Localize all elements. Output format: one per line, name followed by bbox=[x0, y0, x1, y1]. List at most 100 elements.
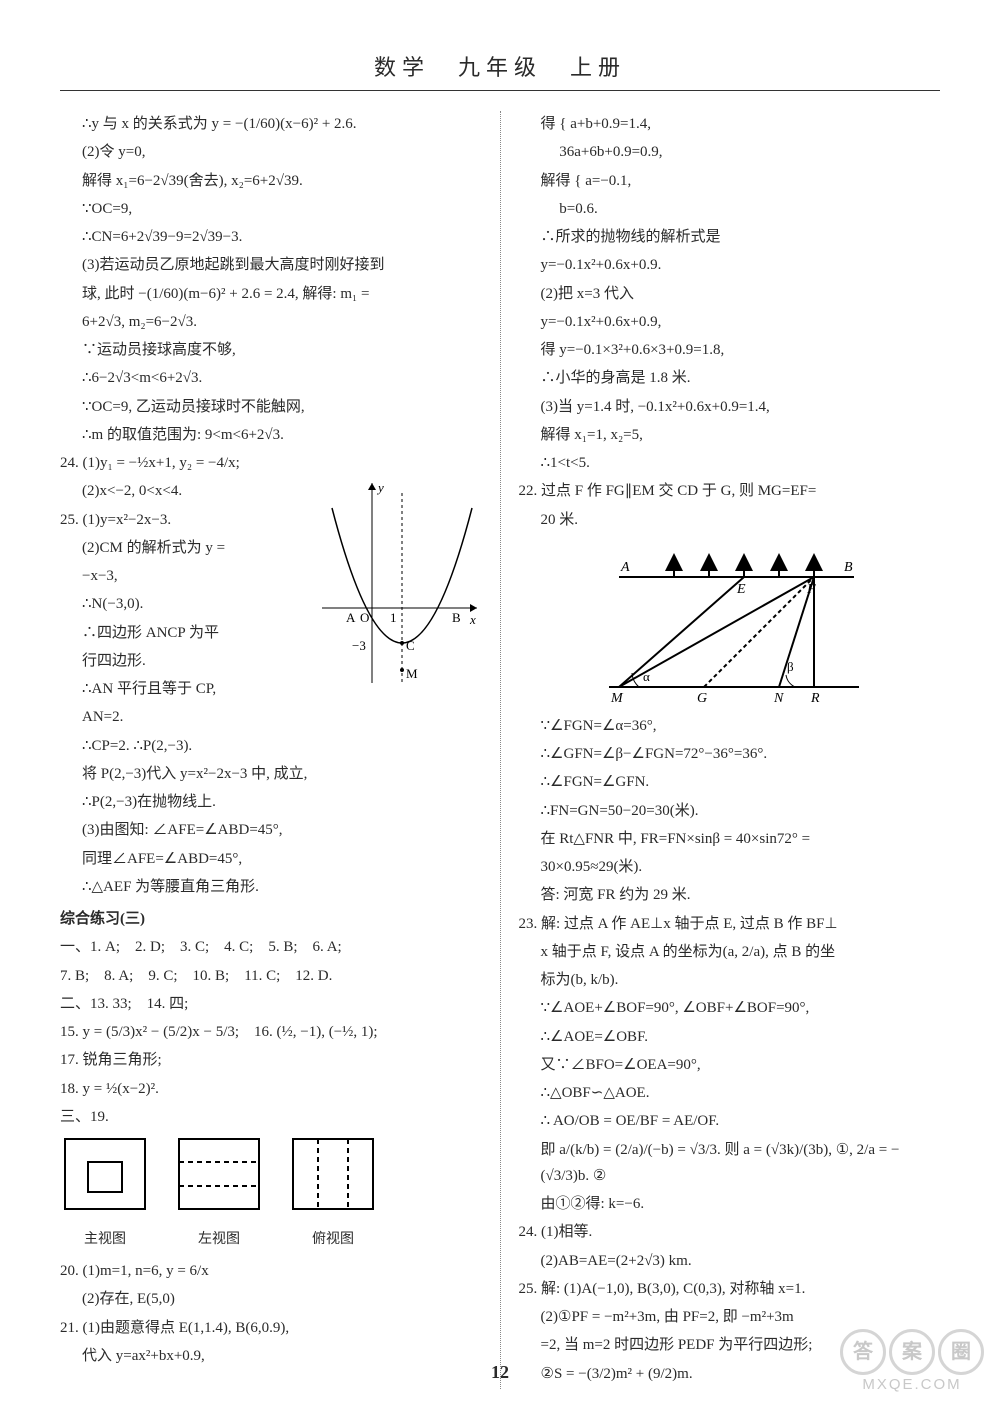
fb-line: 15. y = (5/3)x² − (5/2)x − 5/3; 16. (½, … bbox=[60, 1019, 482, 1045]
label-B: B bbox=[452, 610, 461, 625]
text-line: ∴m 的取值范围为: 9<m<6+2√3. bbox=[60, 422, 482, 448]
q21-line: 21. (1)由题意得点 E(1,1.4), B(6,0.9), bbox=[60, 1315, 482, 1341]
text-line: 解得 x₁=1, x₂=5, bbox=[519, 422, 941, 448]
text-line: (3)当 y=1.4 时, −0.1x²+0.6x+0.9=1.4, bbox=[519, 394, 941, 420]
label-N: N bbox=[773, 691, 784, 706]
label-A: A bbox=[620, 560, 630, 575]
text-line: (3)若运动员乙原地起跳到最大高度时刚好接到 bbox=[60, 252, 482, 278]
text-line: (2)令 y=0, bbox=[60, 139, 482, 165]
mc-line: 7. B; 8. A; 9. C; 10. B; 11. C; 12. D. bbox=[60, 963, 482, 989]
text-line: y=−0.1x²+0.6x+0.9, bbox=[519, 309, 941, 335]
text-line: ∴ AO/OB = OE/BF = AE/OF. bbox=[519, 1108, 941, 1134]
q23-line: 23. 解: 过点 A 作 AE⊥x 轴于点 E, 过点 B 作 BF⊥ bbox=[519, 911, 941, 937]
tree-icon bbox=[665, 553, 823, 577]
right-column: 得 { a+b+0.9=1.4, 36a+6b+0.9=0.9, 解得 { a=… bbox=[519, 111, 941, 1389]
text-line: ∴1<t<5. bbox=[519, 450, 941, 476]
label-A: A bbox=[346, 610, 356, 625]
q24r-line: 24. (1)相等. bbox=[519, 1219, 941, 1245]
front-view-label: 主视图 bbox=[60, 1228, 150, 1253]
watermark: 答 案 圈 MXQE.COM bbox=[840, 1329, 984, 1394]
q24-line: 24. (1)y₁ = −½x+1, y₂ = −4/x; bbox=[60, 450, 482, 476]
q25-line: ∴△AEF 为等腰直角三角形. bbox=[60, 874, 482, 900]
mc-line: 一、1. A; 2. D; 3. C; 4. C; 5. B; 6. A; bbox=[60, 934, 482, 960]
text-line: 解得 x₁=6−2√39(舍去), x₂=6+2√39. bbox=[60, 168, 482, 194]
label-1: 1 bbox=[390, 610, 397, 625]
watermark-char: 圈 bbox=[938, 1329, 984, 1375]
q20-line: 20. (1)m=1, n=6, y = 6/x bbox=[60, 1258, 482, 1284]
watermark-char: 答 bbox=[840, 1329, 886, 1375]
text-line: 解得 { a=−0.1, bbox=[519, 168, 941, 194]
text-line: ∵∠FGN=∠α=36°, bbox=[519, 713, 941, 739]
page-header: 数学 九年级 上册 bbox=[60, 50, 940, 91]
q23-line: x 轴于点 F, 设点 A 的坐标为(a, 2/a), 点 B 的坐 bbox=[519, 939, 941, 965]
label-E: E bbox=[736, 582, 746, 597]
text-line: 由①②得: k=−6. bbox=[519, 1191, 941, 1217]
text-line: ∴y 与 x 的关系式为 y = −(1/60)(x−6)² + 2.6. bbox=[60, 111, 482, 137]
text-line: (2)把 x=3 代入 bbox=[519, 281, 941, 307]
q25-line: ∴P(2,−3)在抛物线上. bbox=[60, 789, 482, 815]
q25r-line: (2)①PF = −m²+3m, 由 PF=2, 即 −m²+3m bbox=[519, 1304, 941, 1330]
label-O: O bbox=[360, 610, 369, 625]
parabola-graph: A O 1 B x y −3 C M bbox=[312, 478, 482, 688]
text-line: ∴CN=6+2√39−9=2√39−3. bbox=[60, 224, 482, 250]
text-line: ∵OC=9, 乙运动员接球时不能触网, bbox=[60, 394, 482, 420]
text-line: 在 Rt△FNR 中, FR=FN×sinβ = 40×sin72° = bbox=[519, 826, 941, 852]
label-R: R bbox=[810, 691, 820, 706]
text-line: 又∵∠BFO=∠OEA=90°, bbox=[519, 1052, 941, 1078]
watermark-char: 案 bbox=[889, 1329, 935, 1375]
text-line: b=0.6. bbox=[519, 196, 941, 222]
fb-line: 17. 锐角三角形; bbox=[60, 1047, 482, 1073]
label-B: B bbox=[844, 560, 853, 575]
text-line: 30×0.95≈29(米). bbox=[519, 854, 941, 880]
fb-line: 18. y = ½(x−2)². bbox=[60, 1076, 482, 1102]
left-view-label: 左视图 bbox=[174, 1228, 264, 1253]
left-view-icon bbox=[174, 1134, 264, 1214]
text-line: y=−0.1x²+0.6x+0.9. bbox=[519, 252, 941, 278]
label-alpha: α bbox=[643, 669, 650, 684]
q24r-line: (2)AB=AE=(2+2√3) km. bbox=[519, 1248, 941, 1274]
label-x: x bbox=[469, 612, 476, 627]
top-view: 俯视图 bbox=[288, 1134, 378, 1252]
q22-line: 20 米. bbox=[519, 507, 941, 533]
q23-line: 标为(b, k/b). bbox=[519, 967, 941, 993]
text-line: ∴△OBF∽△AOE. bbox=[519, 1080, 941, 1106]
watermark-url: MXQE.COM bbox=[840, 1377, 984, 1394]
top-view-icon bbox=[288, 1134, 378, 1214]
text-line: 即 a/(k/b) = (2/a)/(−b) = √3/3. 则 a = (√3… bbox=[519, 1137, 941, 1190]
text-line: ∴∠GFN=∠β−∠FGN=72°−36°=36°. bbox=[519, 741, 941, 767]
text-line: ∴∠FGN=∠GFN. bbox=[519, 769, 941, 795]
label-M: M bbox=[610, 691, 624, 706]
text-line: 6+2√3, m₂=6−2√3. bbox=[60, 309, 482, 335]
q25-line: (3)由图知: ∠AFE=∠ABD=45°, bbox=[60, 817, 482, 843]
label-G: G bbox=[697, 691, 707, 706]
top-view-label: 俯视图 bbox=[288, 1228, 378, 1253]
three-views-row: 主视图 左视图 俯视图 bbox=[60, 1134, 482, 1252]
text-line: ∴6−2√3<m<6+2√3. bbox=[60, 365, 482, 391]
section-title: 综合练习(三) bbox=[60, 906, 482, 932]
q25-line: ∴CP=2. ∴P(2,−3). bbox=[60, 733, 482, 759]
label-m3: −3 bbox=[352, 638, 366, 653]
label-C: C bbox=[406, 638, 415, 653]
column-divider bbox=[500, 111, 501, 1389]
text-line: 36a+6b+0.9=0.9, bbox=[519, 139, 941, 165]
label-M: M bbox=[406, 666, 418, 681]
text-line: ∴∠AOE=∠OBF. bbox=[519, 1024, 941, 1050]
text-line: 球, 此时 −(1/60)(m−6)² + 2.6 = 2.4, 解得: m₁ … bbox=[60, 281, 482, 307]
text-line: 答: 河宽 FR 约为 29 米. bbox=[519, 882, 941, 908]
q25-line: 同理∠AFE=∠ABD=45°, bbox=[60, 846, 482, 872]
text-line: ∴小华的身高是 1.8 米. bbox=[519, 365, 941, 391]
q20-line: (2)存在, E(5,0) bbox=[60, 1286, 482, 1312]
front-view: 主视图 bbox=[60, 1134, 150, 1252]
front-view-icon bbox=[60, 1134, 150, 1214]
angle-diagram: A B E F M G N R α β bbox=[579, 537, 879, 707]
left-view: 左视图 bbox=[174, 1134, 264, 1252]
fb-line: 三、19. bbox=[60, 1104, 482, 1130]
q22-line: 22. 过点 F 作 FG∥EM 交 CD 于 G, 则 MG=EF= bbox=[519, 478, 941, 504]
text-line: ∴所求的抛物线的解析式是 bbox=[519, 224, 941, 250]
fb-line: 二、13. 33; 14. 四; bbox=[60, 991, 482, 1017]
text-line: ∵∠AOE+∠BOF=90°, ∠OBF+∠BOF=90°, bbox=[519, 995, 941, 1021]
text-line: ∴FN=GN=50−20=30(米). bbox=[519, 798, 941, 824]
two-column-layout: ∴y 与 x 的关系式为 y = −(1/60)(x−6)² + 2.6. (2… bbox=[60, 111, 940, 1389]
q25-line: AN=2. bbox=[60, 704, 482, 730]
q25r-line: 25. 解: (1)A(−1,0), B(3,0), C(0,3), 对称轴 x… bbox=[519, 1276, 941, 1302]
